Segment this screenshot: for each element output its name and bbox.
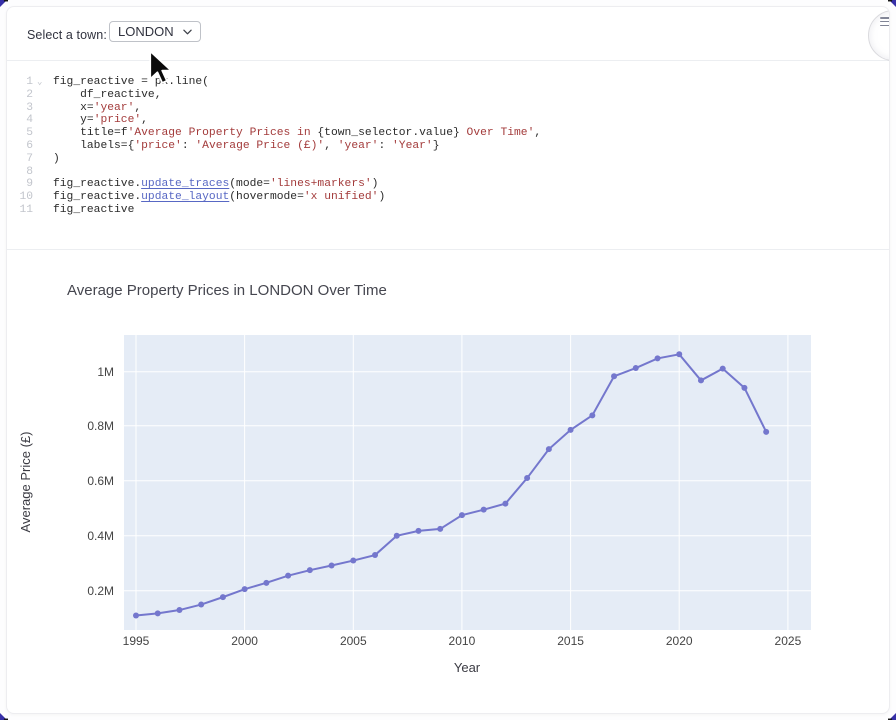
- svg-text:Year: Year: [454, 660, 481, 675]
- svg-text:2020: 2020: [666, 634, 693, 648]
- svg-text:0.4M: 0.4M: [87, 529, 114, 543]
- svg-text:1M: 1M: [97, 365, 114, 379]
- svg-text:2005: 2005: [340, 634, 367, 648]
- svg-text:0.8M: 0.8M: [87, 419, 114, 433]
- svg-text:2015: 2015: [557, 634, 584, 648]
- svg-text:2000: 2000: [231, 634, 258, 648]
- svg-text:0.6M: 0.6M: [87, 474, 114, 488]
- svg-text:2010: 2010: [449, 634, 476, 648]
- svg-text:Average Price (£): Average Price (£): [18, 432, 33, 533]
- svg-text:0.2M: 0.2M: [87, 584, 114, 598]
- svg-text:1995: 1995: [123, 634, 150, 648]
- svg-text:2025: 2025: [775, 634, 802, 648]
